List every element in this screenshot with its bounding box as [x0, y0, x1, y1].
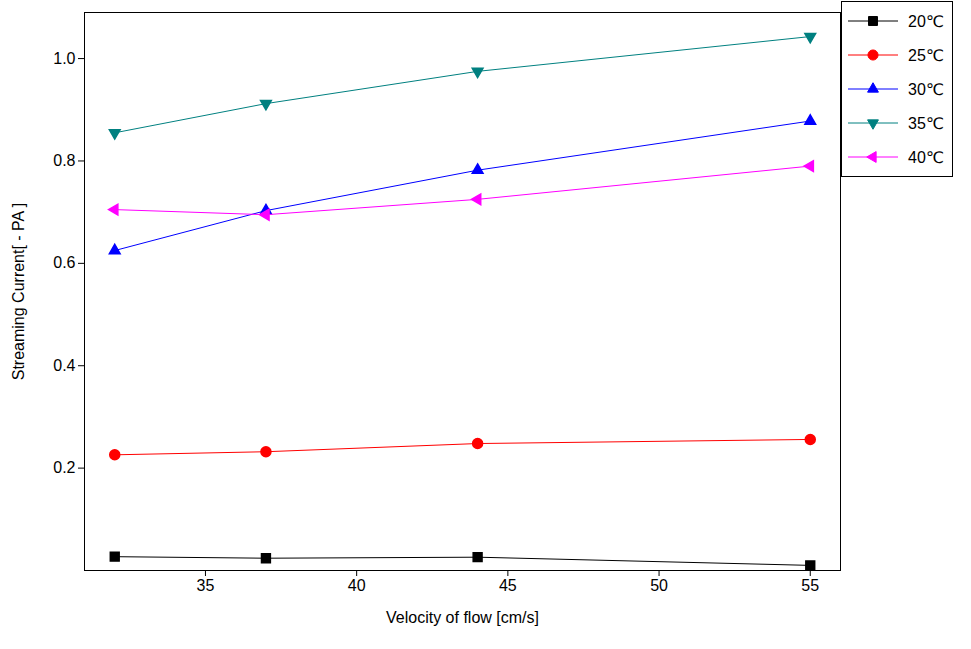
svg-text:0.8: 0.8: [53, 152, 75, 169]
svg-text:55: 55: [801, 577, 819, 594]
html-text:30℃: 30℃: [908, 80, 944, 98]
svg-text:Streaming Current[ - PA ]: Streaming Current[ - PA ]: [10, 203, 27, 381]
svg-text:1.0: 1.0: [53, 50, 75, 67]
svg-text:Velocity of flow [cm/s]: Velocity of flow [cm/s]: [386, 609, 539, 626]
svg-text:45: 45: [499, 577, 517, 594]
html-text:40℃: 40℃: [908, 148, 944, 166]
svg-text:0.4: 0.4: [53, 357, 75, 374]
html-text:35℃: 35℃: [908, 114, 944, 132]
svg-text:40: 40: [348, 577, 366, 594]
html-text:20℃: 20℃: [908, 12, 944, 30]
svg-text:0.2: 0.2: [53, 459, 75, 476]
html-text:25℃: 25℃: [908, 46, 944, 64]
svg-text:50: 50: [650, 577, 668, 594]
svg-text:35: 35: [197, 577, 215, 594]
svg-text:0.6: 0.6: [53, 254, 75, 271]
